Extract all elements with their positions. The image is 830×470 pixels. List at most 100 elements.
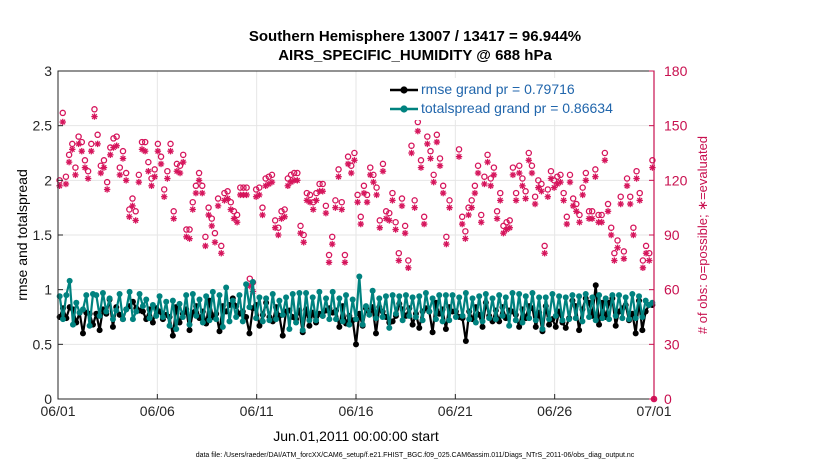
spread-point [256, 294, 263, 301]
evaluated-point [268, 178, 276, 186]
evaluated-point [354, 199, 361, 206]
possible-point [176, 162, 184, 170]
evaluated-point [141, 147, 149, 155]
spread-point [96, 312, 103, 319]
spread-point [422, 289, 429, 296]
possible-point [154, 140, 162, 148]
possible-point [389, 189, 396, 197]
possible-point [224, 188, 231, 195]
spread-point [289, 291, 296, 298]
chart-subtitle: AIRS_SPECIFIC_HUMIDITY @ 688 hPa [278, 47, 552, 64]
evaluated-point [348, 169, 355, 177]
spread-point [546, 316, 553, 323]
possible-point [281, 206, 288, 213]
evaluated-point [582, 177, 590, 184]
possible-point [367, 164, 374, 171]
spread-point [506, 322, 513, 329]
possible-point [325, 251, 333, 259]
rmse-point [96, 327, 103, 334]
evaluated-point [525, 157, 532, 164]
possible-point [160, 186, 168, 193]
spread-point [459, 312, 466, 319]
evaluated-point [195, 177, 203, 184]
spread-point [159, 314, 166, 320]
possible-point [398, 195, 406, 202]
evaluated-point [154, 147, 162, 155]
spread-point [629, 291, 636, 298]
possible-point [649, 157, 656, 164]
possible-point [335, 166, 342, 173]
spread-point [576, 293, 583, 300]
possible-point [113, 133, 120, 140]
spread-point [143, 296, 150, 303]
rmse-point [246, 330, 253, 337]
rmse-point [216, 328, 223, 335]
spread-point [399, 317, 406, 324]
spread-point [316, 288, 323, 295]
evaluated-point [97, 169, 104, 177]
rmse-point [372, 330, 379, 337]
evaluated-point [547, 175, 555, 182]
x-tick-label: 06/21 [438, 403, 473, 419]
evaluated-point [164, 175, 171, 182]
spread-point [276, 297, 283, 304]
evaluated-point [157, 160, 165, 168]
possible-point [287, 171, 295, 179]
evaluated-point [623, 182, 631, 189]
possible-point [506, 217, 514, 224]
evaluated-point [313, 197, 320, 204]
rmse-point [442, 326, 449, 333]
spread-point [349, 296, 356, 303]
spread-point [479, 318, 486, 325]
y2-axis-label: # of obs: o=possible; ∗=evaluated [695, 135, 710, 335]
possible-point [205, 204, 212, 211]
possible-point [401, 222, 409, 230]
possible-point [59, 109, 67, 117]
evaluated-point [56, 182, 63, 189]
possible-point [639, 257, 647, 264]
evaluated-point [636, 197, 643, 204]
y-tick-label: 0 [44, 391, 52, 407]
rmse-point [279, 332, 286, 339]
possible-point [214, 195, 222, 202]
possible-point [354, 191, 361, 199]
spread-point [273, 316, 280, 323]
possible-point [116, 164, 124, 171]
evaluated-point [189, 206, 196, 213]
spread-point [492, 316, 499, 323]
possible-point [417, 157, 425, 164]
possible-point [414, 118, 422, 126]
possible-point [477, 211, 485, 219]
legend-label-spread: totalspread grand pr = 0.86634 [421, 100, 613, 116]
possible-point [620, 248, 628, 255]
possible-point [455, 146, 463, 153]
possible-point [157, 153, 165, 160]
spread-point [119, 316, 126, 323]
spread-point [73, 299, 80, 306]
spread-point [79, 306, 86, 313]
spread-point [389, 292, 396, 299]
y2-tick-label: 0 [664, 391, 672, 407]
spread-point [343, 292, 350, 299]
spread-point [439, 318, 446, 325]
spread-point [109, 316, 116, 323]
evaluated-point [214, 202, 222, 210]
y-tick-label: 1 [44, 282, 52, 298]
evaluated-point [113, 142, 120, 149]
possible-point [481, 173, 488, 180]
evaluated-point [310, 206, 317, 213]
possible-point [509, 164, 517, 171]
spread-point [333, 316, 340, 323]
spread-point [396, 293, 403, 300]
evaluated-point [205, 211, 212, 219]
evaluated-point [633, 175, 640, 182]
rmse-point [353, 341, 359, 348]
possible-point [474, 162, 482, 170]
evaluated-point [417, 164, 425, 171]
possible-point [554, 173, 561, 180]
possible-point [259, 204, 266, 211]
spread-point [209, 288, 216, 295]
spread-point [609, 292, 616, 299]
evaluated-point [202, 242, 209, 250]
spread-point [286, 326, 293, 333]
